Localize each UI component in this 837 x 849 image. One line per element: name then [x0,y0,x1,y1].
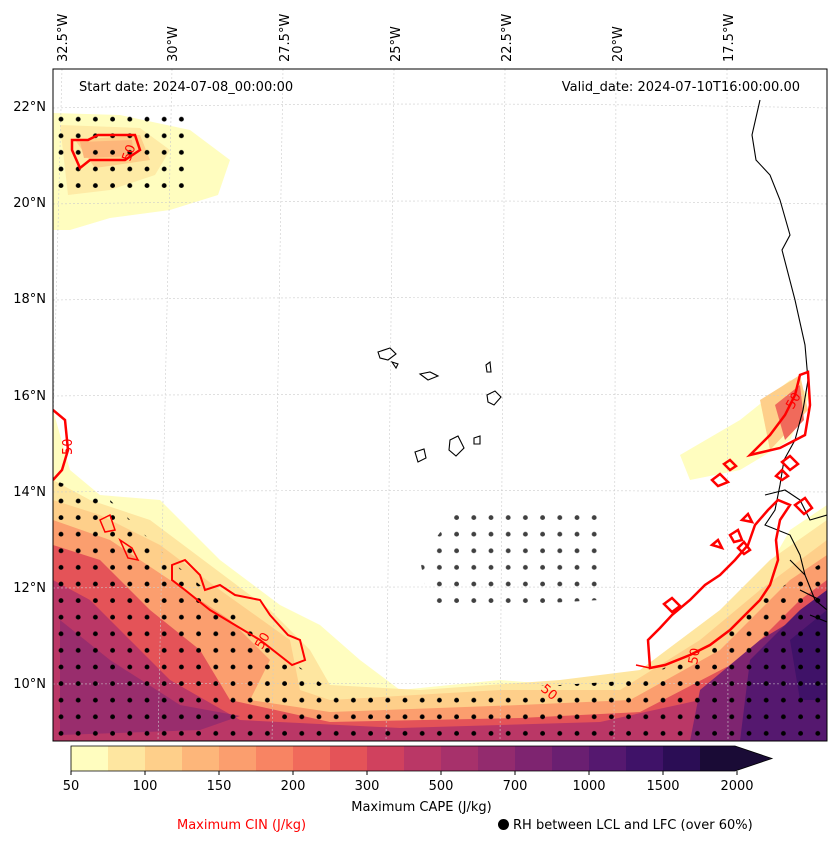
colorbar-tick-label: 500 [429,779,454,794]
lat-tick-label: 14°N [13,485,46,500]
lat-tick-label: 20°N [13,196,46,211]
colorbar-swatch [108,746,146,771]
lon-tick-label: 20°W [611,26,626,62]
rh-dot-icon [498,819,509,830]
cape-verde-islands [377,347,502,463]
cape-colorbar [70,745,774,772]
rh-legend-label: RH between LCL and LFC (over 60%) [513,818,753,833]
colorbar-extend-arrow [700,746,772,771]
start-date-label: Start date: 2024-07-08_00:00:00 [79,80,293,95]
rh-legend: RH between LCL and LFC (over 60%) [498,818,753,833]
colorbar-tick-label: 2000 [720,779,753,794]
lat-tick-label: 10°N [13,677,46,692]
colorbar-tick-label: 700 [503,779,528,794]
lon-tick-label: 17.5°W [722,14,737,62]
colorbar-swatch [367,746,405,771]
colorbar-tick-label: 150 [207,779,232,794]
rh-stippling [53,108,827,741]
contour-label: 50 [61,438,76,455]
contour-label: 50 [783,390,804,412]
colorbar-swatch [293,746,331,771]
colorbar-tick-label: 100 [133,779,158,794]
colorbar-swatch [219,746,257,771]
contour-label: 50 [120,143,140,164]
map-frame [52,68,828,742]
colorbar-swatch [145,746,183,771]
colorbar-title: Maximum CAPE (J/kg) [351,800,492,815]
colorbar-swatch [589,746,627,771]
lon-tick-label: 22.5°W [500,14,515,62]
colorbar-swatch [330,746,368,771]
colorbar-tick-label: 200 [281,779,306,794]
colorbar-swatch [663,746,701,771]
colorbar-swatch [478,746,516,771]
west-africa-coast [751,99,827,611]
colorbar-tick-label: 1500 [646,779,679,794]
cin-contours [53,133,814,670]
cin-contour-labels: 50 50 50 50 50 50 [61,143,805,704]
lat-tick-label: 16°N [13,389,46,404]
colorbar-swatch [626,746,664,771]
lat-tick-label: 12°N [13,581,46,596]
contour-label: 50 [686,647,704,666]
lat-tick-label: 22°N [13,100,46,115]
valid-date-label: Valid_date: 2024-07-10T16:00:00.00 [562,80,800,95]
colorbar-tick-label: 50 [63,779,80,794]
lon-tick-label: 25°W [389,26,404,62]
latitude-ticks: 22°N 20°N 18°N 16°N 14°N 12°N 10°N [13,100,46,692]
colorbar-swatch [515,746,553,771]
colorbar-swatch [256,746,294,771]
colorbar-tick-label: 300 [355,779,380,794]
colorbar-tick-label: 1000 [572,779,605,794]
colorbar-swatch [552,746,590,771]
map-panel: 50 50 50 50 50 50 Start date: 2024-07-08… [53,69,827,741]
colorbar-swatch [182,746,220,771]
lon-tick-label: 30°W [166,26,181,62]
colorbar-swatch [71,746,109,771]
colorbar-swatch [404,746,442,771]
colorbar-swatch [441,746,479,771]
longitude-ticks: 32.5°W 30°W 27.5°W 25°W 22.5°W 20°W 17.5… [56,14,737,62]
lat-tick-label: 18°N [13,292,46,307]
lon-tick-label: 27.5°W [278,14,293,62]
colorbar-ticks: 50 100 150 200 300 500 700 1000 1500 2000 [63,771,754,794]
colorbar-outline [70,745,774,772]
lon-tick-label: 32.5°W [56,14,71,62]
contour-label: 50 [252,630,273,652]
cin-legend-label: Maximum CIN (J/kg) [177,818,307,833]
